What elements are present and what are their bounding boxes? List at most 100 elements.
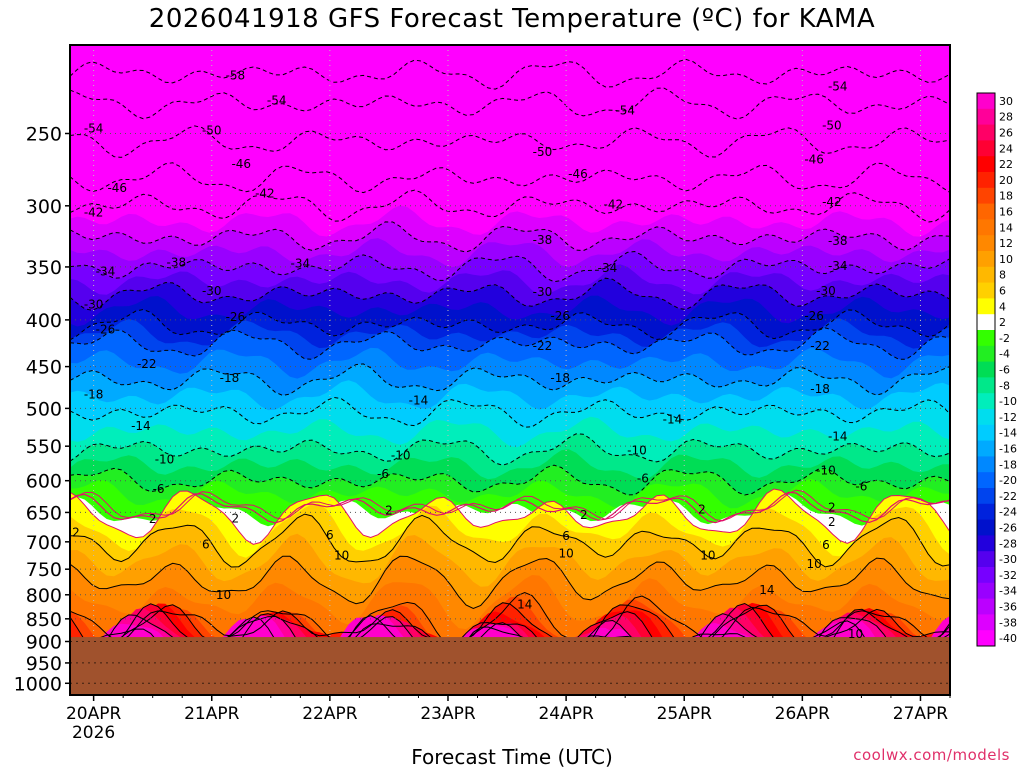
contour-label: -30 <box>202 284 222 298</box>
colorbar-swatch <box>977 93 995 110</box>
colorbar-label: 8 <box>999 269 1006 282</box>
x-year-label: 2026 <box>72 723 115 743</box>
colorbar-label: -40 <box>999 632 1017 645</box>
credit-link[interactable]: coolwx.com/models <box>853 746 1010 764</box>
contour-label: 14 <box>517 598 532 612</box>
x-tick-label: 20APR <box>66 704 122 724</box>
contour-label: -10 <box>155 453 175 467</box>
colorbar-label: -20 <box>999 474 1017 487</box>
colorbar-swatch <box>977 582 995 600</box>
x-tick-label: 26APR <box>775 704 831 724</box>
colorbar-label: -34 <box>999 585 1017 598</box>
contour-label: 10 <box>334 549 349 563</box>
contour-label: -30 <box>533 285 553 299</box>
colorbar-swatch <box>977 393 995 410</box>
contour--26 <box>70 308 950 341</box>
contour-label: -42 <box>822 195 842 209</box>
x-tick-label: 24APR <box>538 704 594 724</box>
contour--10 <box>70 433 950 466</box>
contour-label: -46 <box>568 167 588 181</box>
contour-label: 2 <box>149 512 157 526</box>
colorbar-swatch <box>977 456 995 473</box>
colorbar-label: 6 <box>999 285 1006 298</box>
contour-label: -38 <box>828 234 848 248</box>
y-tick-label: 650 <box>26 502 62 524</box>
contour-label: -54 <box>84 122 104 136</box>
contour-label: -26 <box>550 309 570 323</box>
contour-label: 10 <box>216 588 231 602</box>
colorbar-swatch <box>977 235 995 252</box>
colorbar-label: 14 <box>999 221 1013 234</box>
grid-lines <box>70 45 950 695</box>
colorbar-label: 20 <box>999 174 1013 187</box>
colorbar-swatch <box>977 377 995 394</box>
contour--54 <box>70 87 950 120</box>
colorbar-label: -8 <box>999 379 1010 392</box>
colorbar-swatch <box>977 551 995 568</box>
contour-label: -10 <box>391 448 411 462</box>
colorbar-label: -22 <box>999 490 1017 503</box>
colorbar-label: 26 <box>999 127 1013 140</box>
colorbar-label: -10 <box>999 395 1017 408</box>
colorbar-swatch <box>977 567 995 584</box>
contour-label: -22 <box>810 339 830 353</box>
y-tick-label: 800 <box>26 585 62 607</box>
colorbar-swatch <box>977 251 995 268</box>
contour-label: -38 <box>167 255 187 269</box>
colorbar-label: 24 <box>999 142 1013 155</box>
colorbar-label: 10 <box>999 253 1013 266</box>
contour--58 <box>70 58 950 90</box>
contour-label: -42 <box>255 187 275 201</box>
ground-mask <box>70 637 950 695</box>
y-tick-label: 350 <box>26 257 62 279</box>
colorbar-outline <box>976 92 996 647</box>
y-tick-label: 500 <box>26 398 62 420</box>
contour-label: 6 <box>562 529 570 543</box>
colorbar-swatch <box>977 630 995 647</box>
y-tick-label: 550 <box>26 436 62 458</box>
contour-label: -46 <box>107 181 127 195</box>
contour-label: -50 <box>822 118 842 132</box>
contour--18 <box>70 363 950 396</box>
y-tick-label: 300 <box>26 196 62 218</box>
colorbar-swatch <box>977 409 995 426</box>
contour-label: 10 <box>848 627 863 641</box>
contour-label: -14 <box>828 430 848 444</box>
colorbar-label: -2 <box>999 332 1010 345</box>
contour-label: 6 <box>326 528 334 542</box>
x-axis: 20APR 21APR 22APR 23APR 24APR 25APR 26APR 27APR… <box>66 695 951 743</box>
contour-label: -6 <box>637 472 649 486</box>
contour-label: 2 <box>385 504 393 518</box>
contour--50 <box>70 125 950 158</box>
colorbar-swatch <box>977 156 995 173</box>
contour-label: 6 <box>822 538 830 552</box>
colorbar-label: 16 <box>999 206 1013 219</box>
colorbar-swatch <box>977 503 995 521</box>
contour-label: -54 <box>267 93 287 107</box>
colorbar-swatch <box>977 108 995 126</box>
colorbar-label: -6 <box>999 364 1010 377</box>
contour-label: 2 <box>580 508 588 522</box>
contour-label: -14 <box>131 419 151 433</box>
y-tick-label: 950 <box>26 653 62 675</box>
colorbar-swatch <box>977 472 995 489</box>
colorbar-swatch <box>977 535 995 552</box>
contour-label: -14 <box>409 393 429 407</box>
contour-label: -46 <box>804 153 824 167</box>
plot-frame <box>69 44 951 696</box>
colorbar-swatch <box>977 614 995 631</box>
colorbar-swatch <box>977 345 995 363</box>
y-tick-label: 700 <box>26 532 62 554</box>
colorbar-label: -18 <box>999 458 1017 471</box>
colorbar-swatch <box>977 440 995 457</box>
colorbar-label: 22 <box>999 158 1013 171</box>
colorbar-label: 12 <box>999 237 1013 250</box>
colorbar-label: 30 <box>999 95 1013 108</box>
contour-label: -42 <box>84 205 104 219</box>
y-tick-label: 1000 <box>14 673 62 695</box>
contour-14 <box>70 591 950 647</box>
x-tick-label: 22APR <box>302 704 358 724</box>
colorbar-label: -30 <box>999 553 1017 566</box>
contour-label: -58 <box>226 69 246 83</box>
